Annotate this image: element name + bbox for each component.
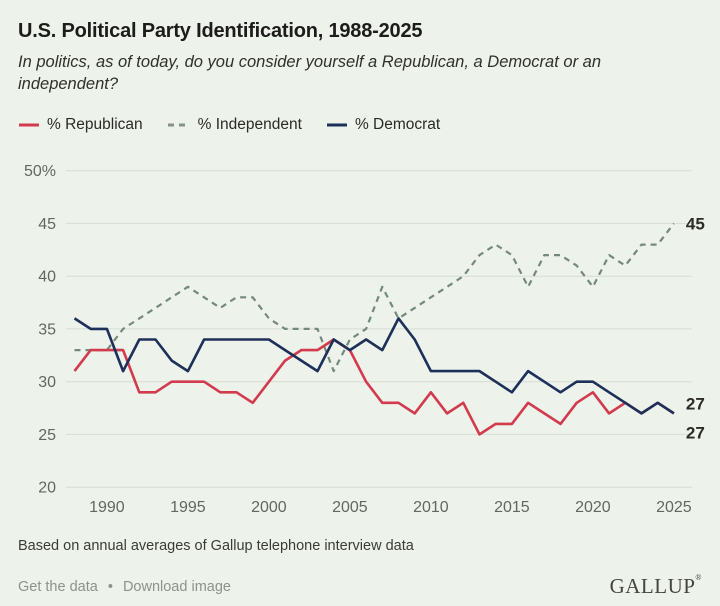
legend-item-independent[interactable]: % Independent	[167, 116, 302, 134]
series-republican	[73, 338, 675, 436]
legend-label-independent: % Independent	[197, 116, 302, 133]
y-tick-label: 35	[38, 321, 56, 338]
get-the-data-link[interactable]: Get the data	[18, 579, 98, 595]
legend-label-democrat: % Democrat	[354, 116, 441, 133]
legend-item-democrat[interactable]: % Democrat	[326, 116, 440, 134]
end-value-label: 45	[686, 214, 705, 233]
y-tick-label: 25	[38, 427, 56, 444]
series-independent	[74, 222, 675, 373]
download-image-link[interactable]: Download image	[122, 579, 231, 595]
end-value-label: 27	[686, 423, 705, 442]
y-tick-label: 30	[38, 374, 56, 391]
end-value-labels: 45 27 27	[686, 214, 705, 442]
x-tick-label: 2025	[656, 499, 692, 516]
end-value-label: 27	[686, 394, 705, 413]
series-democrat	[73, 317, 675, 415]
footer-links: Get the data • Download image	[18, 579, 231, 595]
x-tick-label: 2000	[251, 499, 287, 516]
legend-item-republican[interactable]: % Republican	[18, 116, 143, 134]
gridlines	[66, 170, 692, 488]
independent-dash-swatch-icon	[167, 123, 190, 127]
registered-mark: ®	[695, 573, 702, 582]
republican-line-swatch-icon	[19, 123, 39, 127]
chart-title: U.S. Political Party Identification, 198…	[18, 20, 423, 42]
legend-label-republican: % Republican	[47, 116, 143, 133]
chart-footnote: Based on annual averages of Gallup telep…	[18, 538, 414, 554]
democrat-line-swatch-icon	[326, 123, 347, 127]
y-tick-label: 40	[38, 269, 56, 286]
chart-subtitle: In politics, as of today, do you conside…	[18, 53, 602, 93]
y-axis-labels: 50% 45 40 35 30 25 20	[24, 163, 56, 497]
chart-legend: % Republican % Independent % Democrat	[18, 116, 464, 134]
x-tick-label: 1995	[170, 499, 206, 516]
bullet-separator: •	[107, 579, 113, 595]
y-tick-label: 50%	[24, 163, 56, 180]
y-tick-label: 45	[38, 216, 56, 233]
x-axis-labels: 1990 1995 2000 2005 2010 2015 2020 2025	[89, 499, 692, 516]
gallup-logo: GALLUP®	[609, 573, 702, 599]
x-tick-label: 2005	[332, 499, 368, 516]
x-tick-label: 1990	[89, 499, 125, 516]
x-tick-label: 2020	[575, 499, 611, 516]
x-tick-label: 2015	[494, 499, 530, 516]
x-tick-label: 2010	[413, 499, 449, 516]
y-tick-label: 20	[38, 480, 56, 497]
